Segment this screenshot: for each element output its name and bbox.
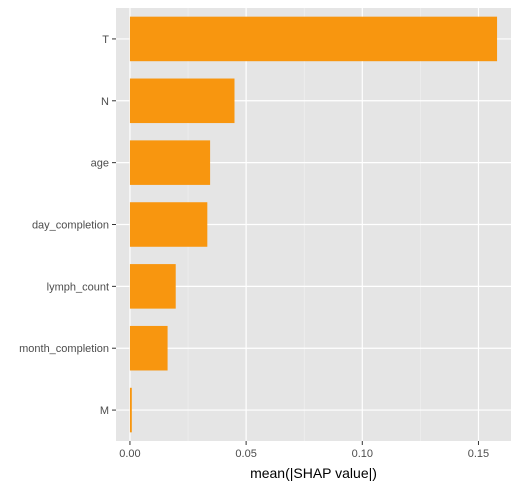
bar	[129, 16, 498, 62]
x-tick-label: 0.00	[119, 448, 140, 460]
y-tick-label: day_completion	[32, 220, 109, 232]
bar	[129, 202, 208, 247]
y-tick-label: N	[101, 96, 109, 108]
y-tick-label: age	[91, 158, 109, 170]
bar	[129, 140, 211, 185]
x-axis-title: mean(|SHAP value|)	[250, 465, 377, 481]
bar	[129, 264, 176, 309]
x-tick-label: 0.10	[352, 448, 373, 460]
x-tick-label: 0.05	[235, 448, 256, 460]
bar	[129, 78, 235, 124]
y-tick-label: M	[100, 405, 109, 417]
bar	[129, 325, 168, 371]
y-tick-label: month_completion	[19, 343, 109, 355]
y-tick-label: T	[102, 34, 109, 46]
bar	[129, 387, 132, 433]
y-tick-label: lymph_count	[47, 281, 109, 293]
x-tick-label: 0.15	[468, 448, 489, 460]
